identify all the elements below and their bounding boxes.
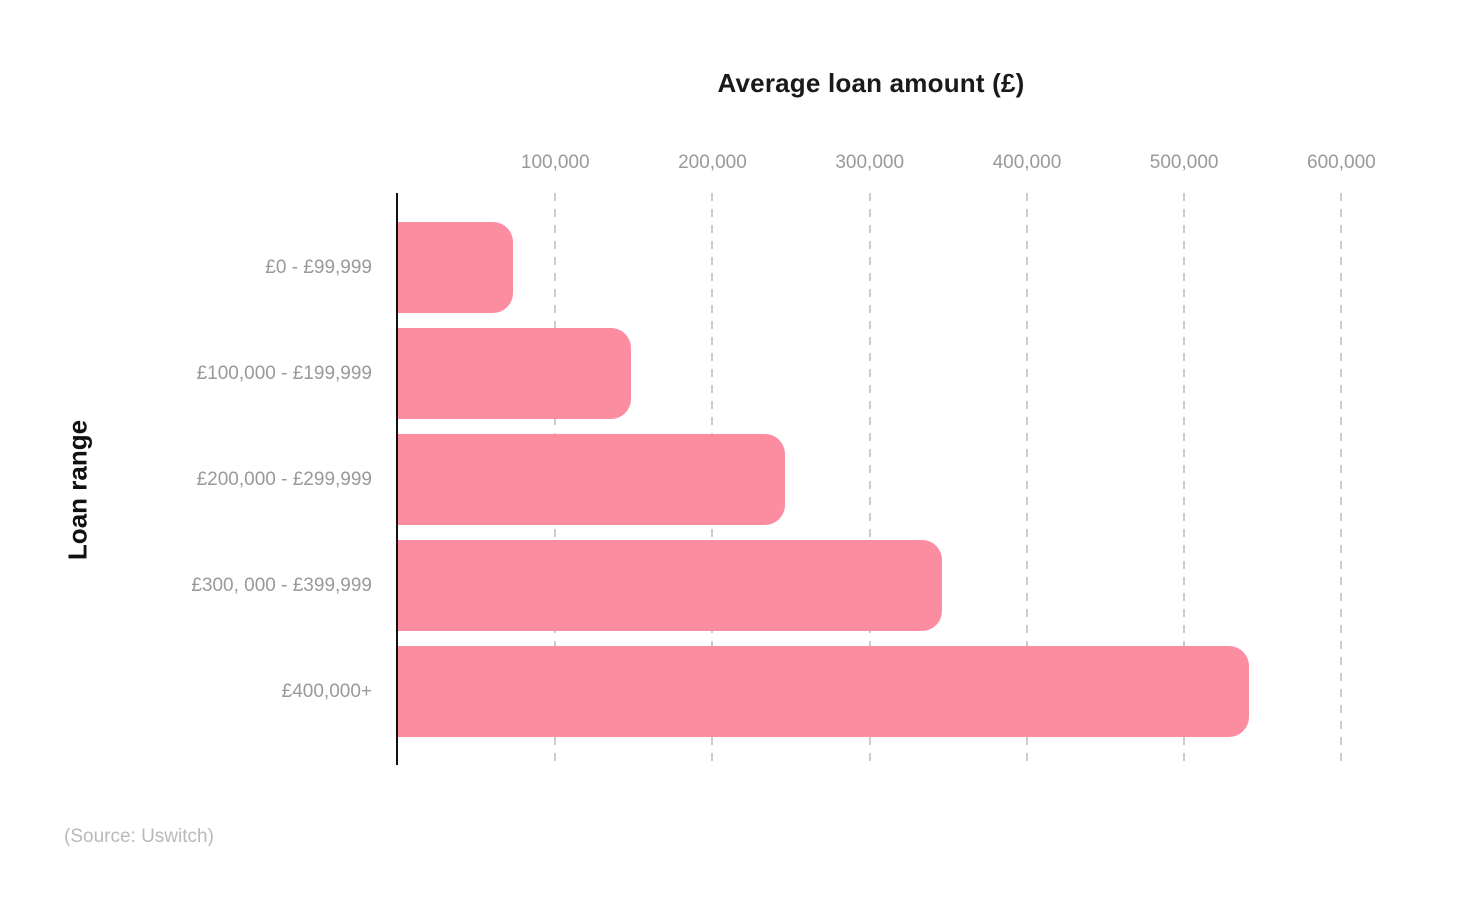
gridline xyxy=(1340,193,1343,765)
gridline xyxy=(1025,193,1028,765)
y-category-label: £300, 000 - £399,999 xyxy=(191,574,372,596)
y-axis-line xyxy=(396,193,398,765)
y-category-label: £400,000+ xyxy=(281,680,372,702)
bar xyxy=(398,540,943,631)
bar xyxy=(398,434,785,525)
gridline xyxy=(868,193,871,765)
bar xyxy=(398,328,631,419)
x-tick-label: 600,000 xyxy=(1307,152,1376,173)
x-tick-label: 100,000 xyxy=(520,152,590,173)
x-tick-label: 400,000 xyxy=(992,152,1062,173)
y-category-label: £100,000 - £199,999 xyxy=(196,362,372,384)
chart-title: Average loan amount (£) xyxy=(717,68,1025,98)
x-axis-tick-row: 100,000 200,000 300,000 400,000 500,000 600,0… xyxy=(398,152,1420,178)
x-tick-label: 200,000 xyxy=(678,152,747,173)
bar xyxy=(398,222,513,313)
source-note: (Source: Uswitch) xyxy=(64,826,214,847)
x-tick-label: 500,000 xyxy=(1149,152,1219,173)
gridline xyxy=(1183,193,1186,765)
y-category-label: £200,000 - £299,999 xyxy=(196,468,372,490)
plot-area xyxy=(398,193,1420,765)
bar xyxy=(398,646,1249,737)
x-tick-label: 300,000 xyxy=(835,152,905,173)
y-category-label: £0 - £99,999 xyxy=(265,256,372,278)
y-category-labels: £0 - £99,999 £100,000 - £199,999 £200,000 … xyxy=(0,193,372,765)
